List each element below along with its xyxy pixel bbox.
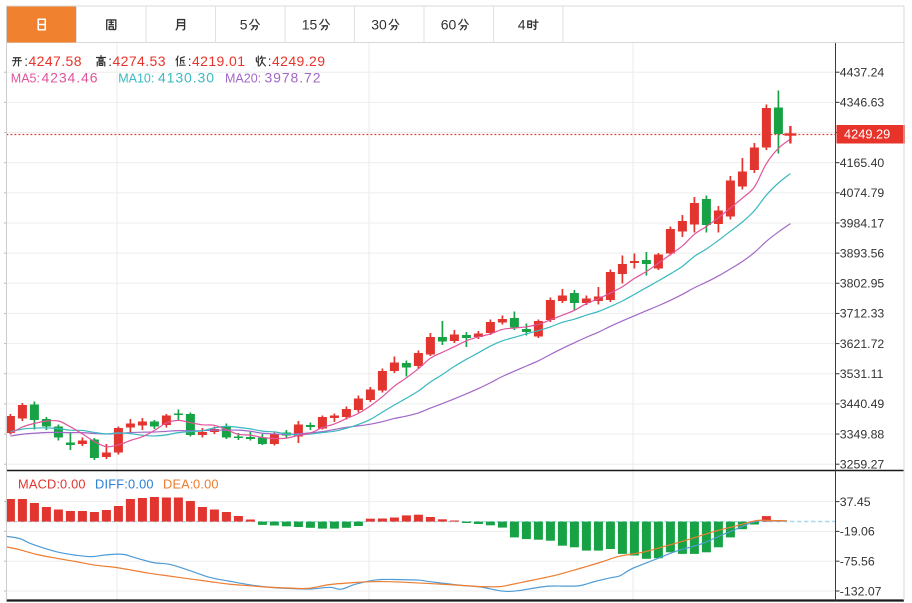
svg-text:15: 15: [302, 17, 318, 33]
svg-text:4249.29: 4249.29: [272, 53, 325, 69]
svg-text:4247.58: 4247.58: [29, 53, 82, 69]
svg-text:0.00: 0.00: [193, 477, 219, 492]
svg-text:-75.56: -75.56: [840, 555, 875, 569]
svg-text:4274.53: 4274.53: [113, 53, 166, 69]
svg-text:3978.72: 3978.72: [265, 69, 322, 85]
svg-text:37.45: 37.45: [840, 495, 871, 509]
svg-text:3802.95: 3802.95: [840, 277, 885, 291]
svg-text:5: 5: [240, 17, 248, 33]
svg-text::: :: [108, 54, 112, 69]
svg-text::: :: [24, 54, 28, 69]
svg-text:0.00: 0.00: [60, 477, 86, 492]
svg-text:3349.88: 3349.88: [840, 427, 885, 441]
svg-text:-19.06: -19.06: [840, 525, 875, 539]
svg-text:4437.24: 4437.24: [840, 66, 885, 80]
svg-text:3984.17: 3984.17: [840, 216, 885, 230]
svg-text:MA5:: MA5:: [11, 71, 40, 85]
svg-text:MACD:: MACD:: [18, 477, 60, 492]
svg-text:30: 30: [371, 17, 387, 33]
svg-text:4249.29: 4249.29: [844, 127, 890, 142]
svg-text:60: 60: [441, 17, 457, 33]
svg-text:3893.56: 3893.56: [840, 246, 885, 260]
svg-text:3531.11: 3531.11: [840, 367, 884, 381]
svg-text::: :: [188, 54, 192, 69]
svg-text:MA10:: MA10:: [118, 71, 154, 85]
svg-text:MA20:: MA20:: [225, 71, 261, 85]
svg-text:DEA:: DEA:: [163, 477, 194, 492]
svg-text:4219.01: 4219.01: [192, 53, 245, 69]
svg-text:3712.33: 3712.33: [840, 307, 885, 321]
svg-text:4: 4: [518, 17, 526, 33]
svg-text:4130.30: 4130.30: [158, 69, 215, 85]
svg-text:0.00: 0.00: [128, 477, 154, 492]
svg-text:DIFF:: DIFF:: [95, 477, 128, 492]
svg-text:4346.63: 4346.63: [840, 96, 885, 110]
svg-text:3259.27: 3259.27: [840, 458, 885, 472]
svg-text:4234.46: 4234.46: [42, 69, 99, 85]
svg-text::: :: [268, 54, 272, 69]
svg-text:3621.72: 3621.72: [840, 337, 885, 351]
svg-text:3440.49: 3440.49: [840, 397, 885, 411]
svg-text:4074.79: 4074.79: [840, 186, 885, 200]
svg-text:-132.07: -132.07: [840, 584, 882, 598]
svg-text:4165.40: 4165.40: [840, 156, 885, 170]
